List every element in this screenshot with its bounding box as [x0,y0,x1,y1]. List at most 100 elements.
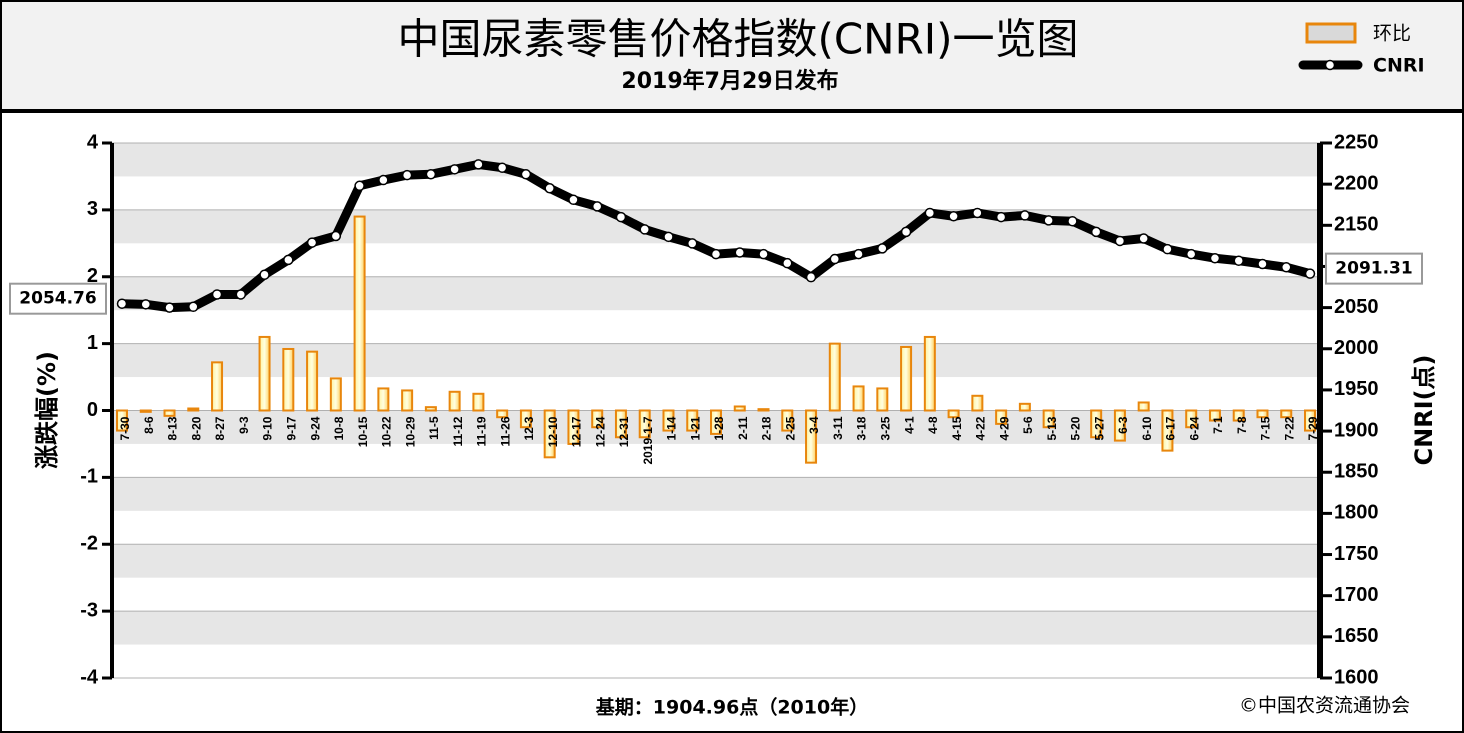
point [1162,243,1173,255]
bar [781,409,794,432]
point [449,164,460,175]
x-tick-label: 4-1 [902,416,916,434]
point [496,162,508,173]
x-tick-label: 12-24 [593,416,607,447]
point [1280,262,1292,273]
y2-tick-label: 2200 [1334,172,1379,194]
bar [923,335,936,412]
x-tick-label: 4-8 [926,416,940,434]
bar [686,409,699,432]
bar [971,394,984,412]
point [1185,248,1197,260]
bar [258,335,271,412]
bar [543,409,556,459]
y-tick-label: 3 [87,198,98,220]
point [972,207,983,219]
y-axis-label: 涨跌幅(%) [33,351,61,469]
bar [211,361,224,412]
x-tick-label: 9-10 [261,416,275,440]
bar [377,387,390,412]
x-tick-label: 10-15 [356,416,370,447]
x-tick-label: 4-29 [997,416,1011,440]
point [663,231,674,243]
bar [1280,409,1293,419]
x-tick-label: 11-5 [427,416,441,440]
x-tick-label: 1-14 [665,416,679,440]
grid-band [112,611,1320,645]
x-tick-label: 5-13 [1045,416,1059,440]
bar [757,408,770,412]
bar [567,409,580,445]
point [853,248,864,260]
bar [472,392,485,412]
y2-axis-label: CNRI(点) [1410,354,1438,465]
bar [1042,409,1055,429]
point [1304,268,1316,279]
point [639,224,650,235]
y2-tick-label: 1700 [1334,584,1379,606]
x-tick-label: 4-22 [974,416,988,440]
grid-band [112,143,1320,177]
point [259,269,270,280]
point [924,207,936,219]
x-tick-label: 8-6 [142,416,156,434]
point [782,257,793,269]
x-tick-label: 6-3 [1116,416,1130,434]
y2-tick-label: 1650 [1334,625,1379,647]
x-tick-label: 6-10 [1140,416,1154,440]
bar [163,409,176,417]
bar [1113,409,1126,442]
point [995,211,1007,223]
y2-tick-label: 2050 [1334,296,1379,318]
x-tick-label: 6-24 [1187,416,1201,440]
bar [947,409,960,419]
bar [401,389,414,412]
x-tick-label: 12-10 [546,416,560,447]
point [1043,215,1054,226]
legend-label: CNRI [1373,55,1425,77]
x-tick-label: 8-13 [166,416,180,440]
point [734,247,746,258]
point [401,169,413,181]
x-tick-label: 7-29 [1306,416,1320,440]
x-tick-label: 5-20 [1069,416,1083,440]
point [758,248,769,260]
bar [139,409,152,413]
bar [424,406,437,412]
bar [1256,409,1269,419]
point [1019,210,1031,221]
y2-tick-label: 1800 [1334,502,1379,524]
point [354,180,365,192]
bar [187,407,200,412]
value-label-box [1325,252,1423,285]
bar [995,409,1008,425]
y-tick-label: 1 [87,332,98,354]
y2-tick-label: 1850 [1334,461,1379,483]
x-tick-label: 9-3 [237,416,251,434]
point [615,211,627,223]
bar [733,405,746,412]
y-tick-label: -4 [80,666,99,688]
point [473,159,484,170]
y-tick-label: -3 [80,599,98,621]
point [164,302,175,313]
x-tick-label: 1-28 [712,416,726,440]
x-tick-label: 2-25 [783,416,797,440]
bar [710,409,722,435]
value-label-box [9,282,107,315]
x-tick-label: 2-11 [736,416,750,440]
point [900,226,912,238]
value-label: 2054.76 [19,289,96,309]
x-tick-label: 10-22 [380,416,394,447]
x-tick-label: 3-4 [807,416,821,434]
x-tick-label: 12-31 [617,416,631,447]
point [235,289,247,300]
bar [1304,409,1316,432]
x-tick-label: 7-30 [118,416,132,440]
y-tick-label: 4 [87,131,99,153]
bar [900,345,913,412]
point [1209,252,1221,264]
chart-subtitle: 2019年7月29日发布 [621,68,838,94]
y-tick-label: -1 [80,466,98,488]
bar [329,377,342,412]
